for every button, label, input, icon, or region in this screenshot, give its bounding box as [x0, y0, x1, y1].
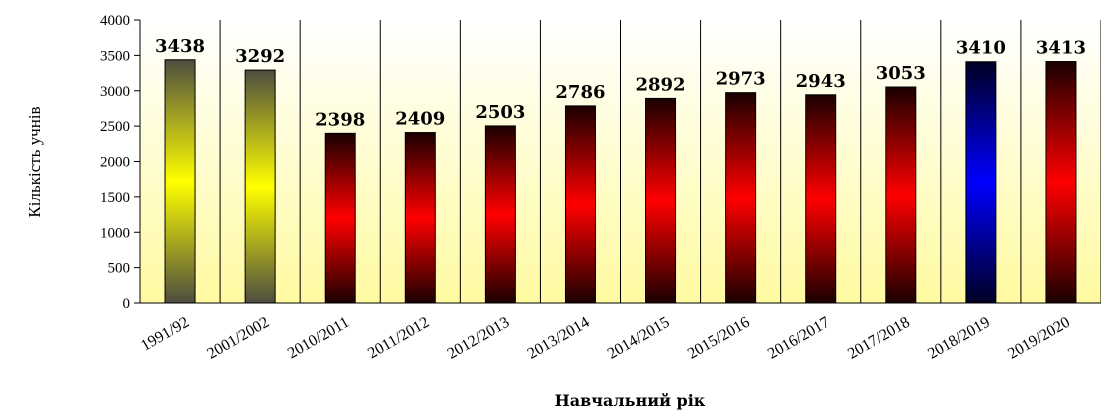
bar [564, 105, 596, 304]
data-label: 2398 [315, 109, 365, 130]
bar [805, 94, 837, 304]
x-tick-label: 2011/2012 [365, 314, 432, 363]
x-tick-label: 2015/2016 [685, 314, 753, 363]
y-tick-label: 1500 [100, 190, 130, 206]
data-label: 2892 [635, 74, 685, 95]
bar [725, 92, 757, 304]
y-tick-label: 2000 [100, 155, 130, 171]
data-label: 2503 [475, 102, 525, 123]
grid-lines [219, 20, 1101, 303]
data-labels: 3438 3292 2398 2409 2503 2786 2892 2973 2943 3053… [155, 36, 1086, 131]
x-tick-label: 2010/2011 [285, 314, 352, 363]
bar [965, 61, 997, 304]
bar [324, 132, 356, 304]
y-tick-labels: 0 500 1000 1500 2000 2500 3000 3500 4000 [100, 13, 130, 312]
y-tick-label: 4000 [100, 13, 130, 29]
y-tick-label: 3000 [100, 84, 130, 100]
x-tick-labels: 1991/92 2001/2002 2010/2011 2011/2012 2012/2… [138, 314, 1073, 363]
y-tick-label: 0 [123, 296, 131, 312]
data-label: 3438 [155, 36, 205, 57]
data-label: 3053 [876, 63, 926, 84]
bar [484, 125, 516, 304]
data-label: 2786 [555, 82, 605, 103]
x-tick-label: 2018/2019 [925, 314, 993, 363]
bar [645, 97, 677, 304]
x-tick-label: 1991/92 [138, 314, 192, 355]
x-tick-label: 2014/2015 [605, 314, 673, 363]
y-axis-title: Кількість учнів [25, 106, 44, 217]
data-label: 2409 [395, 109, 445, 130]
y-tick-label: 500 [108, 261, 131, 277]
x-axis-title: Навчальний рік [555, 391, 706, 410]
data-label: 2943 [796, 71, 846, 92]
data-label: 3292 [235, 46, 285, 67]
x-tick-label: 2017/2018 [845, 314, 913, 363]
data-label: 3410 [956, 38, 1006, 59]
data-label: 3413 [1036, 38, 1086, 59]
y-tick-label: 1000 [100, 225, 130, 241]
y-tick-label: 2500 [100, 119, 130, 135]
bar [885, 86, 917, 304]
axes [134, 19, 1101, 304]
y-tick-label: 3500 [100, 48, 130, 64]
bar [244, 69, 276, 304]
x-tick-label: 2001/2002 [204, 314, 272, 363]
x-tick-label: 2016/2017 [765, 314, 833, 363]
data-label: 2973 [716, 69, 766, 90]
bar [404, 132, 436, 304]
bar [164, 59, 196, 304]
x-tick-label: 2013/2014 [525, 314, 593, 363]
bar [1045, 61, 1077, 304]
x-tick-label: 2019/2020 [1005, 314, 1073, 363]
bars [164, 59, 1077, 304]
x-tick-label: 2012/2013 [445, 314, 513, 363]
